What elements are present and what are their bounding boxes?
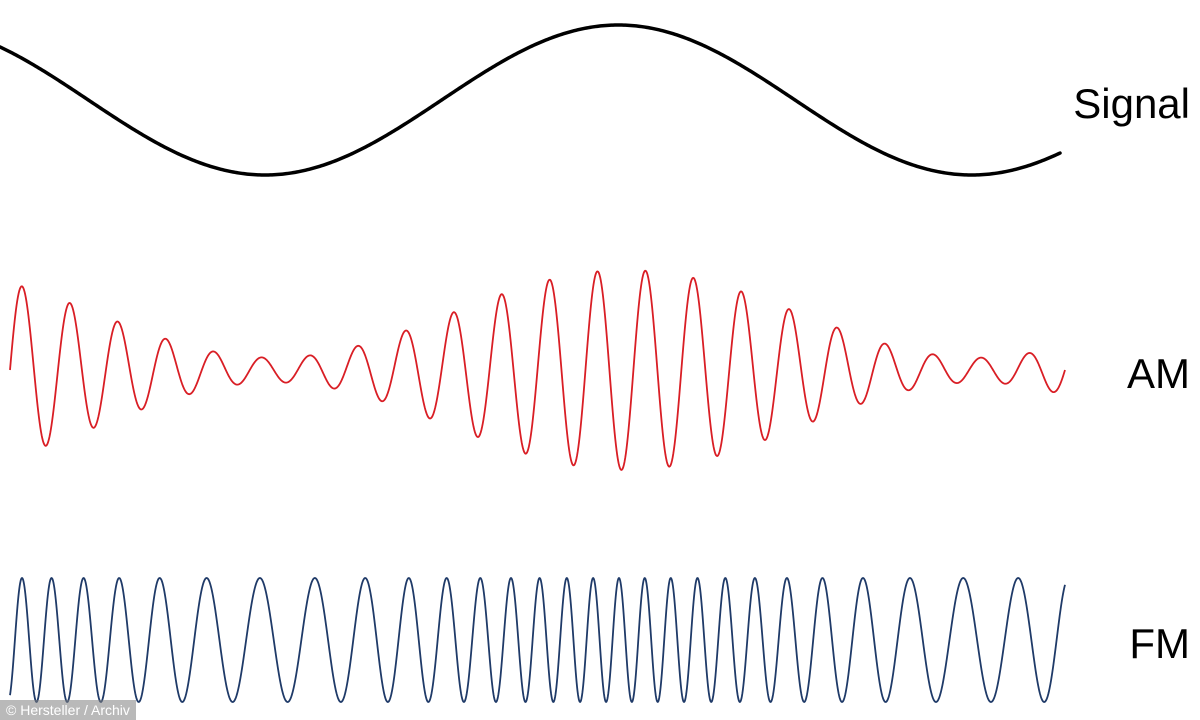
signal-wave — [0, 0, 1200, 210]
signal-label: Signal — [1073, 80, 1190, 128]
fm-wave — [0, 565, 1200, 720]
fm-label: FM — [1129, 620, 1190, 668]
am-wave — [0, 240, 1200, 500]
modulation-diagram: Signal AM FM © Hersteller / Archiv — [0, 0, 1200, 720]
copyright-credit: © Hersteller / Archiv — [0, 700, 136, 720]
am-label: AM — [1127, 350, 1190, 398]
